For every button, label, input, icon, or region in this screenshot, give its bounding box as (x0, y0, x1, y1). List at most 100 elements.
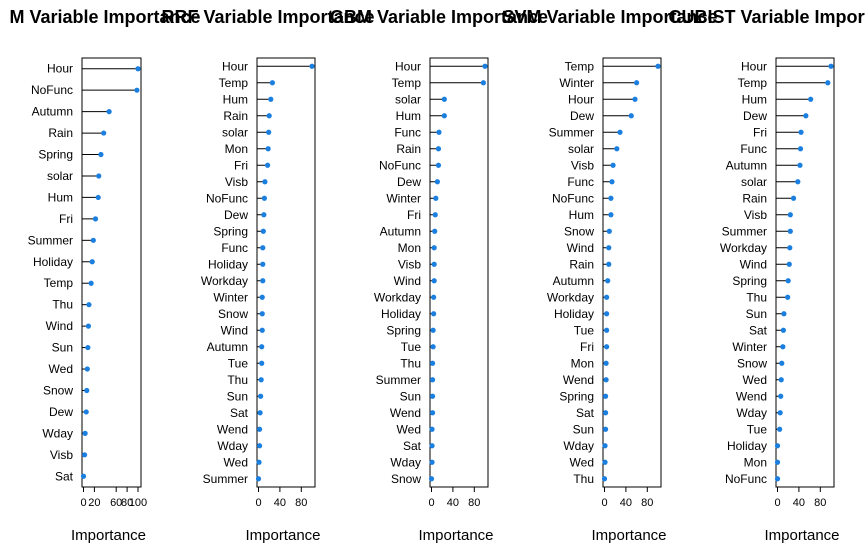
rrf-point (261, 195, 267, 201)
cubist-category-label: NoFunc (725, 472, 767, 486)
cubist-category-label: Workday (720, 241, 767, 255)
gbm-point (434, 179, 440, 185)
panel-rrf: RRF Variable Importance Hour Temp Hum Rain so… (161, 7, 374, 544)
m-point (135, 66, 141, 72)
rrf-category-label: Visb (225, 175, 248, 189)
gbm-category-label: Temp (392, 76, 422, 90)
m-category-label: Spring (38, 148, 73, 162)
m-category-label: Sun (52, 341, 73, 355)
cubist-point (785, 278, 791, 284)
m-category-label: Wind (46, 319, 73, 333)
gbm-point (436, 129, 442, 135)
rrf-category-label: Temp (219, 76, 249, 90)
cubist-point (777, 410, 783, 416)
cubist-category-label: Tue (747, 422, 768, 436)
rrf-point (262, 179, 268, 185)
svm-category-label: Dew (570, 109, 594, 123)
cubist-point (787, 245, 793, 251)
rrf-category-label: Workday (201, 274, 248, 288)
gbm-category-label: Hum (396, 109, 421, 123)
m-x-tick-label: 0 (80, 497, 86, 509)
cubist-category-label: solar (741, 175, 767, 189)
m-point (81, 452, 88, 458)
rrf-category-label: Mon (225, 142, 248, 156)
gbm-point (429, 443, 435, 449)
m-x-axis-label: Importance (71, 527, 146, 544)
gbm-x-tick-label: 80 (468, 497, 480, 509)
rrf-point (258, 393, 264, 399)
gbm-category-label: Holiday (381, 307, 421, 321)
cubist-point (786, 261, 792, 267)
cubist-point (780, 327, 786, 333)
cubist-point (779, 360, 785, 366)
m-point (84, 366, 90, 372)
svm-point (601, 476, 608, 482)
svm-category-label: Temp (565, 59, 595, 73)
svm-category-label: Autumn (553, 274, 594, 288)
gbm-point (431, 311, 437, 317)
rrf-point (268, 96, 274, 102)
gbm-category-label: Spring (386, 323, 421, 337)
cubist-category-label: Hour (741, 59, 767, 73)
gbm-point (432, 228, 438, 234)
m-point (90, 237, 96, 243)
m-category-label: solar (47, 169, 73, 183)
rrf-category-label: Summer (203, 472, 248, 486)
gbm-point (429, 360, 436, 366)
svm-point (605, 278, 611, 284)
m-x-tick-label: 20 (88, 497, 100, 509)
rrf-point (309, 63, 315, 69)
gbm-category-label: NoFunc (379, 158, 421, 172)
rrf-category-label: Holiday (208, 257, 248, 271)
rrf-category-label: Wday (217, 439, 248, 453)
m-category-label: Snow (43, 383, 73, 397)
cubist-point (803, 113, 809, 119)
svm-point (609, 179, 615, 185)
m-category-label: Dew (49, 405, 73, 419)
gbm-category-label: Fri (407, 208, 421, 222)
gbm-category-label: Wday (390, 455, 421, 469)
m-point (86, 302, 92, 308)
rrf-category-label: Hour (222, 59, 248, 73)
cubist-category-label: Rain (742, 191, 767, 205)
rrf-point (260, 261, 266, 267)
svm-category-label: Sun (573, 422, 594, 436)
svm-point (614, 146, 620, 152)
gbm-category-label: solar (395, 92, 421, 106)
panel-gbm: GBM Variable Importance Hour Temp solar Hum F… (330, 7, 548, 544)
gbm-point (480, 80, 486, 86)
rrf-x-tick-label: 0 (255, 497, 261, 509)
m-category-label: NoFunc (31, 83, 73, 97)
m-category-label: Holiday (33, 255, 73, 269)
m-point (85, 344, 91, 351)
rrf-point (259, 327, 265, 333)
cubist-category-label: Mon (744, 455, 767, 469)
svm-point (604, 327, 610, 333)
m-point (85, 323, 92, 329)
svm-point (608, 212, 614, 218)
cubist-category-label: Temp (738, 76, 768, 90)
gbm-point (429, 393, 436, 399)
gbm-point (435, 162, 442, 168)
m-panel-border (81, 57, 142, 488)
svm-point (602, 393, 609, 399)
gbm-category-label: Thu (400, 356, 421, 370)
m-point (106, 109, 112, 115)
rrf-panel-border (256, 57, 316, 488)
cubist-panel-border (775, 57, 835, 488)
rrf-category-label: Winter (213, 290, 248, 304)
cubist-point (828, 63, 834, 69)
cubist-point (774, 476, 781, 482)
gbm-point (429, 426, 435, 432)
m-x-tick-label: 60 (110, 497, 122, 509)
cubist-point (797, 146, 804, 152)
m-point (89, 259, 95, 265)
svm-category-label: Mon (571, 356, 594, 370)
svm-point (655, 63, 661, 69)
svm-point (628, 113, 634, 119)
cubist-point (808, 96, 814, 102)
cubist-point (797, 162, 803, 168)
cubist-category-label: Func (740, 142, 767, 156)
rrf-point (269, 80, 276, 86)
m-point (92, 216, 99, 222)
